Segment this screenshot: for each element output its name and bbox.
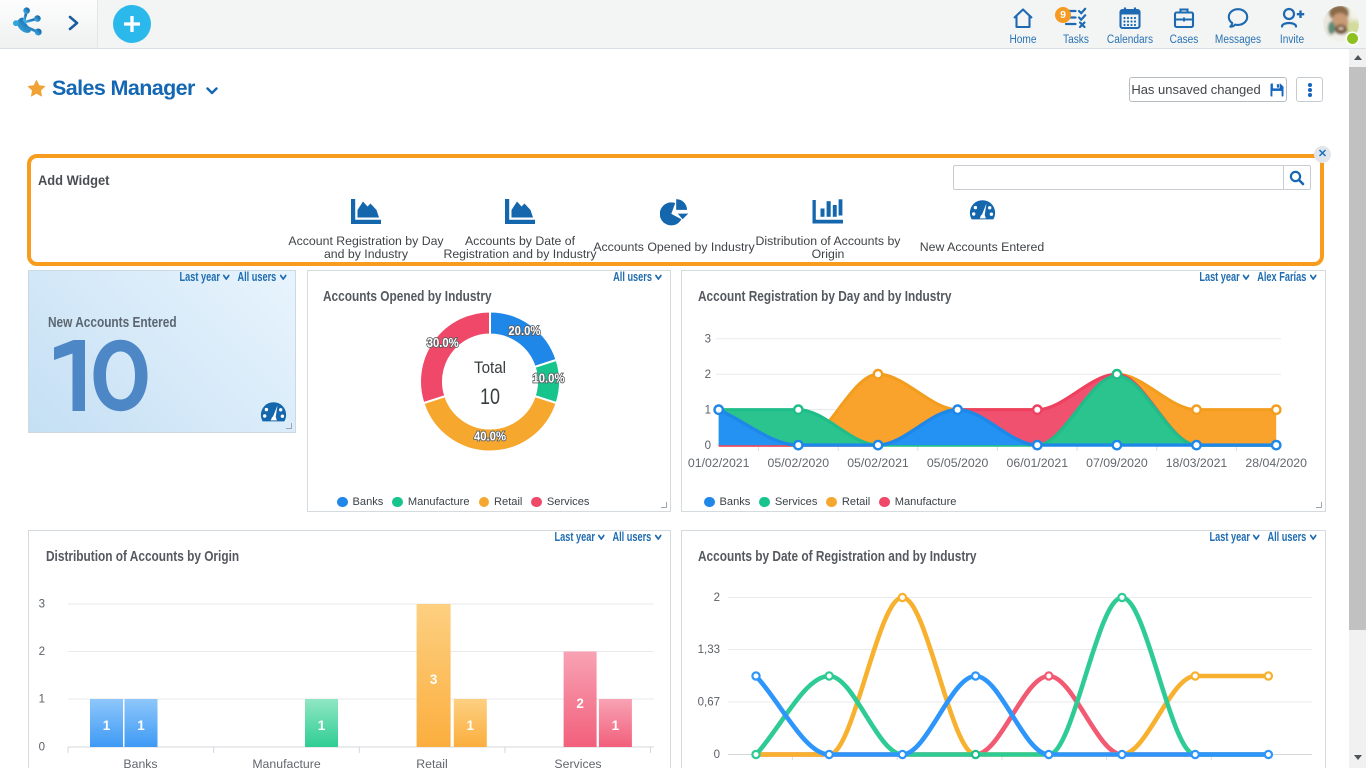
svg-text:30.0%: 30.0% (427, 335, 459, 350)
svg-text:05/02/2021: 05/02/2021 (847, 456, 909, 470)
svg-text:3: 3 (39, 599, 45, 611)
svg-text:06/01/2021: 06/01/2021 (1007, 456, 1069, 470)
svg-text:Retail: Retail (416, 757, 447, 768)
svg-text:05/02/2020: 05/02/2020 (768, 456, 830, 470)
svg-text:0: 0 (714, 749, 720, 761)
svg-text:Banks: Banks (123, 757, 157, 768)
svg-text:Services: Services (554, 757, 601, 768)
svg-text:2: 2 (714, 592, 720, 604)
svg-text:1,33: 1,33 (698, 644, 720, 656)
svg-text:07/09/2020: 07/09/2020 (1086, 456, 1148, 470)
svg-text:3: 3 (705, 334, 711, 346)
svg-text:1: 1 (612, 718, 620, 733)
svg-text:3: 3 (430, 672, 438, 687)
svg-text:2: 2 (39, 646, 45, 658)
svg-text:18/03/2021: 18/03/2021 (1166, 456, 1228, 470)
svg-text:Manufacture: Manufacture (252, 757, 321, 768)
svg-text:2: 2 (705, 369, 711, 381)
svg-text:0: 0 (39, 742, 45, 754)
svg-text:Total: Total (474, 358, 506, 377)
svg-text:10: 10 (480, 384, 500, 409)
svg-text:2: 2 (576, 696, 584, 711)
svg-text:28/04/2020: 28/04/2020 (1245, 456, 1307, 470)
svg-text:1: 1 (103, 718, 111, 733)
svg-text:1: 1 (39, 694, 45, 706)
svg-text:0: 0 (705, 440, 711, 452)
svg-text:1: 1 (467, 718, 475, 733)
svg-text:0,67: 0,67 (698, 697, 720, 709)
svg-text:40.0%: 40.0% (474, 429, 506, 444)
svg-text:10.0%: 10.0% (533, 371, 565, 386)
svg-text:1: 1 (318, 718, 326, 733)
svg-text:1: 1 (705, 404, 711, 416)
svg-text:01/02/2021: 01/02/2021 (688, 456, 750, 470)
svg-text:05/05/2020: 05/05/2020 (927, 456, 989, 470)
svg-text:1: 1 (137, 718, 145, 733)
svg-text:20.0%: 20.0% (508, 323, 540, 338)
